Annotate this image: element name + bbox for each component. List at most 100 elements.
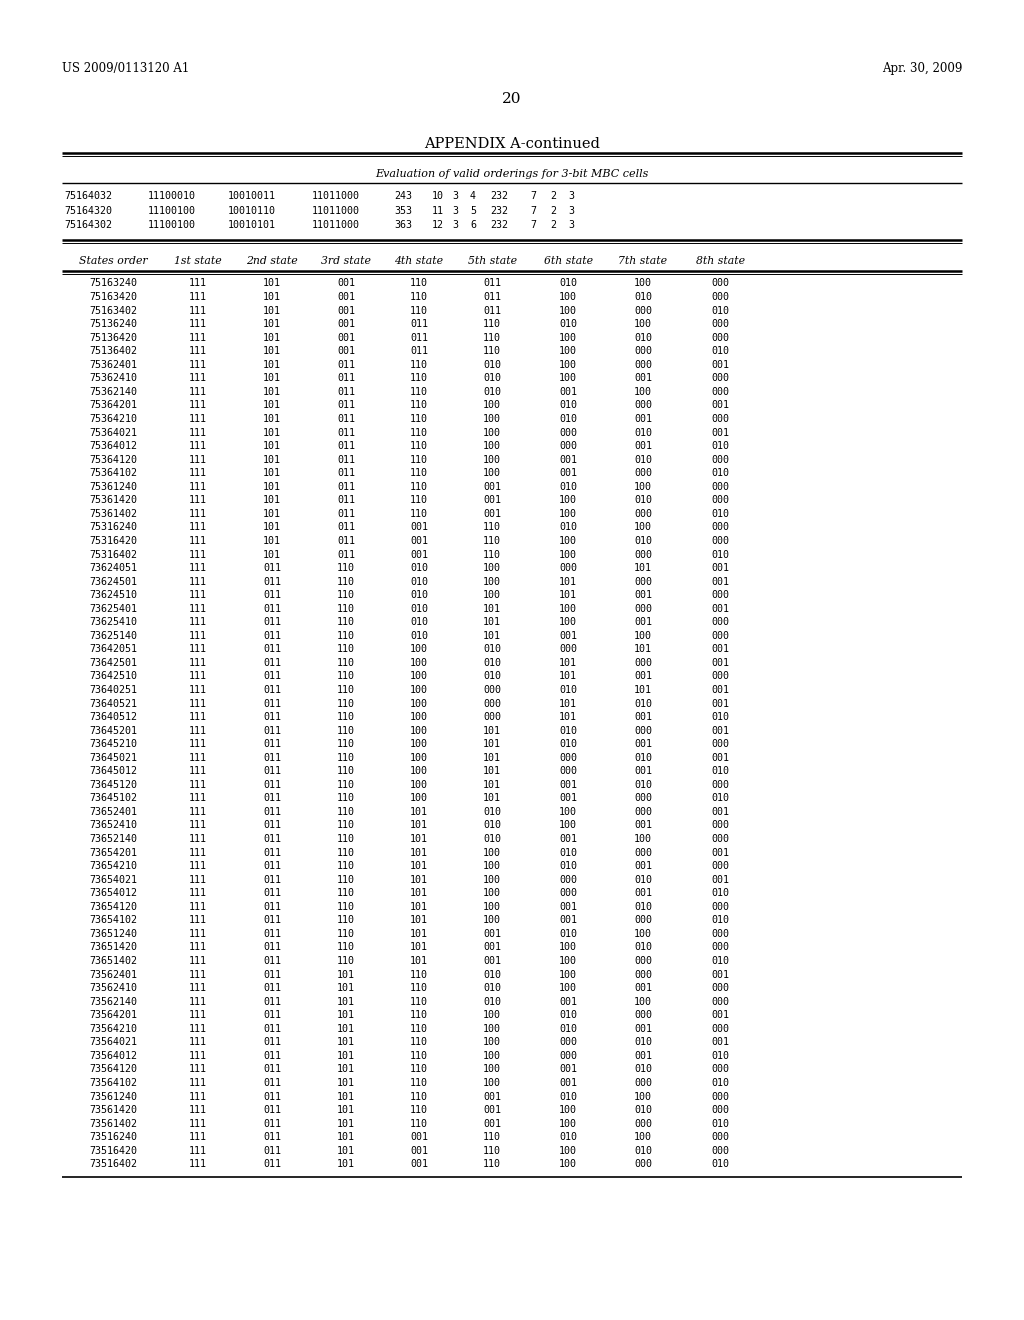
- Text: 2nd state: 2nd state: [246, 256, 298, 265]
- Text: 000: 000: [559, 1038, 577, 1047]
- Text: 101: 101: [410, 875, 428, 884]
- Text: 101: 101: [483, 767, 501, 776]
- Text: 001: 001: [559, 793, 577, 804]
- Text: 101: 101: [337, 1078, 355, 1088]
- Text: 010: 010: [634, 780, 652, 789]
- Text: 73651240: 73651240: [89, 929, 137, 939]
- Text: 011: 011: [337, 428, 355, 437]
- Text: 4th state: 4th state: [394, 256, 443, 265]
- Text: 75163240: 75163240: [89, 279, 137, 289]
- Text: 111: 111: [189, 618, 207, 627]
- Text: 110: 110: [337, 821, 355, 830]
- Text: 73561420: 73561420: [89, 1105, 137, 1115]
- Text: 73561240: 73561240: [89, 1092, 137, 1101]
- Text: 001: 001: [410, 523, 428, 532]
- Text: 001: 001: [634, 983, 652, 993]
- Text: 111: 111: [189, 536, 207, 546]
- Text: 101: 101: [263, 414, 281, 424]
- Text: 100: 100: [483, 902, 501, 912]
- Text: 001: 001: [483, 495, 501, 506]
- Text: 010: 010: [634, 1038, 652, 1047]
- Text: 101: 101: [410, 929, 428, 939]
- Text: 011: 011: [263, 672, 281, 681]
- Text: 232: 232: [490, 206, 508, 215]
- Text: 001: 001: [337, 279, 355, 289]
- Text: 75316402: 75316402: [89, 549, 137, 560]
- Text: 232: 232: [490, 220, 508, 230]
- Text: 110: 110: [337, 564, 355, 573]
- Text: 001: 001: [483, 929, 501, 939]
- Text: 010: 010: [483, 672, 501, 681]
- Text: 20: 20: [502, 92, 522, 106]
- Text: 100: 100: [410, 657, 428, 668]
- Text: 111: 111: [189, 834, 207, 843]
- Text: 011: 011: [263, 711, 281, 722]
- Text: 111: 111: [189, 915, 207, 925]
- Text: 011: 011: [263, 983, 281, 993]
- Text: 001: 001: [711, 657, 729, 668]
- Text: 011: 011: [263, 847, 281, 858]
- Text: 101: 101: [410, 807, 428, 817]
- Text: 100: 100: [483, 1051, 501, 1061]
- Text: 000: 000: [559, 564, 577, 573]
- Text: 101: 101: [483, 752, 501, 763]
- Text: 101: 101: [483, 780, 501, 789]
- Text: 010: 010: [711, 711, 729, 722]
- Text: 011: 011: [337, 549, 355, 560]
- Text: 110: 110: [410, 374, 428, 383]
- Text: 011: 011: [483, 292, 501, 302]
- Text: 110: 110: [337, 657, 355, 668]
- Text: 101: 101: [337, 983, 355, 993]
- Text: 111: 111: [189, 983, 207, 993]
- Text: 7: 7: [530, 191, 536, 201]
- Text: 110: 110: [337, 929, 355, 939]
- Text: 011: 011: [263, 970, 281, 979]
- Text: 10010101: 10010101: [228, 220, 276, 230]
- Text: 011: 011: [337, 414, 355, 424]
- Text: 000: 000: [634, 549, 652, 560]
- Text: 010: 010: [634, 752, 652, 763]
- Text: 110: 110: [410, 400, 428, 411]
- Text: 000: 000: [711, 387, 729, 397]
- Text: 111: 111: [189, 1159, 207, 1170]
- Text: 000: 000: [483, 711, 501, 722]
- Text: 101: 101: [337, 1064, 355, 1074]
- Text: 75364201: 75364201: [89, 400, 137, 411]
- Text: 100: 100: [559, 618, 577, 627]
- Text: 000: 000: [711, 1146, 729, 1156]
- Text: 100: 100: [410, 672, 428, 681]
- Text: 111: 111: [189, 454, 207, 465]
- Text: 73562140: 73562140: [89, 997, 137, 1007]
- Text: 010: 010: [483, 644, 501, 655]
- Text: 3: 3: [568, 206, 574, 215]
- Text: 001: 001: [634, 821, 652, 830]
- Text: 010: 010: [634, 536, 652, 546]
- Text: 010: 010: [559, 1024, 577, 1034]
- Text: 001: 001: [711, 970, 729, 979]
- Text: 101: 101: [263, 400, 281, 411]
- Text: 75163420: 75163420: [89, 292, 137, 302]
- Text: 000: 000: [711, 333, 729, 343]
- Text: 000: 000: [559, 752, 577, 763]
- Text: 111: 111: [189, 1024, 207, 1034]
- Text: 100: 100: [483, 861, 501, 871]
- Text: 110: 110: [410, 1038, 428, 1047]
- Text: 101: 101: [337, 1118, 355, 1129]
- Text: 010: 010: [634, 1146, 652, 1156]
- Text: 101: 101: [337, 1133, 355, 1142]
- Text: 100: 100: [559, 508, 577, 519]
- Text: 111: 111: [189, 508, 207, 519]
- Text: 101: 101: [559, 577, 577, 586]
- Text: 73654201: 73654201: [89, 847, 137, 858]
- Text: 010: 010: [711, 888, 729, 898]
- Text: 110: 110: [483, 346, 501, 356]
- Text: 000: 000: [711, 618, 729, 627]
- Text: 73652140: 73652140: [89, 834, 137, 843]
- Text: 111: 111: [189, 929, 207, 939]
- Text: 101: 101: [634, 644, 652, 655]
- Text: 101: 101: [263, 333, 281, 343]
- Text: 3rd state: 3rd state: [322, 256, 371, 265]
- Text: 010: 010: [483, 387, 501, 397]
- Text: 101: 101: [410, 861, 428, 871]
- Text: 000: 000: [483, 698, 501, 709]
